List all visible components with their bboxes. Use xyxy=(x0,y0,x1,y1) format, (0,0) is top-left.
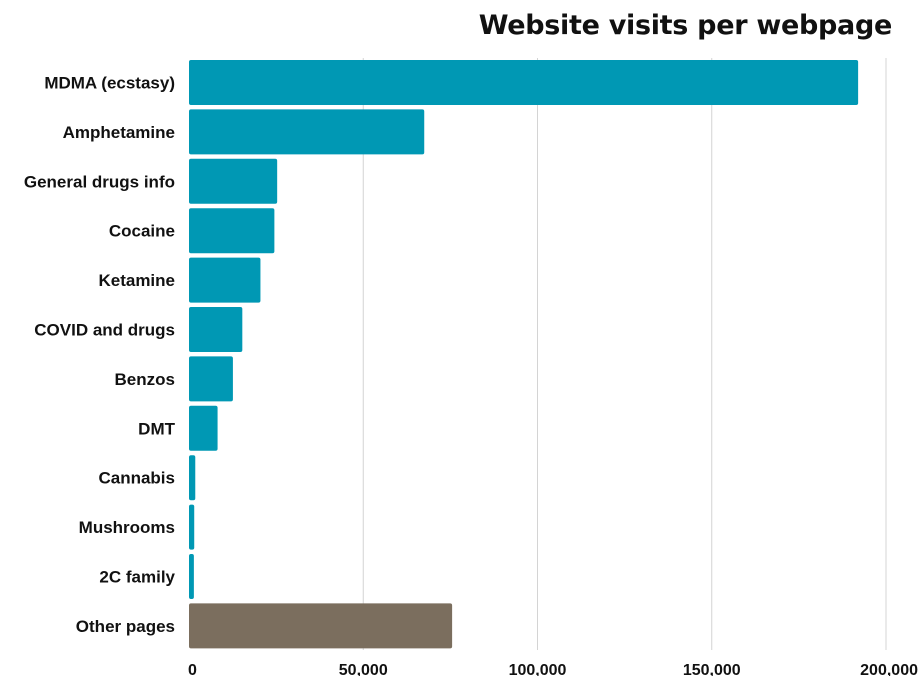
category-label: Cocaine xyxy=(109,222,175,241)
category-label: General drugs info xyxy=(24,172,175,191)
category-label: Amphetamine xyxy=(63,123,175,142)
bar xyxy=(189,307,243,352)
category-label: Benzos xyxy=(115,370,175,389)
category-label: Cannabis xyxy=(98,469,175,488)
bar xyxy=(189,356,233,402)
category-label: Other pages xyxy=(76,617,175,636)
bar xyxy=(189,208,275,254)
bars xyxy=(189,60,859,649)
category-label: 2C family xyxy=(99,568,175,587)
x-tick-label: 50,000 xyxy=(339,662,388,676)
bar xyxy=(189,554,194,599)
bar xyxy=(189,504,195,550)
chart-title: Website visits per webpage xyxy=(478,10,893,41)
category-labels: MDMA (ecstasy) Amphetamine General drugs i… xyxy=(24,74,176,636)
x-tick-label: 100,000 xyxy=(509,662,567,676)
bar xyxy=(189,405,218,451)
bar xyxy=(189,158,278,204)
bar xyxy=(189,109,425,155)
category-label: Mushrooms xyxy=(79,518,175,537)
x-tick-label: 0 xyxy=(188,662,197,676)
category-label: COVID and drugs xyxy=(34,321,175,340)
category-label: DMT xyxy=(138,419,175,438)
bar xyxy=(189,603,453,649)
x-tick-label: 150,000 xyxy=(683,662,741,676)
x-axis-tick-labels: 0 50,000 100,000 150,000 200,000 xyxy=(188,662,918,676)
category-label: Ketamine xyxy=(98,271,175,290)
category-label: MDMA (ecstasy) xyxy=(44,74,175,93)
x-tick-label: 200,000 xyxy=(860,662,918,676)
grid-lines xyxy=(362,58,887,650)
bar xyxy=(189,60,859,105)
bar xyxy=(189,455,196,501)
bar xyxy=(189,257,261,303)
